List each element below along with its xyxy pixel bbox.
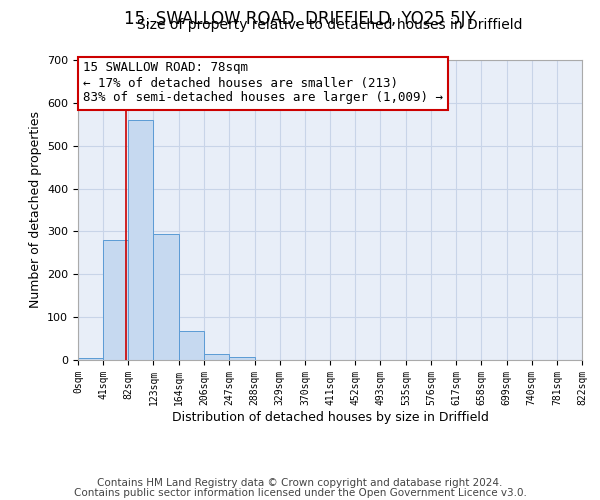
Bar bbox=[205, 354, 229, 360]
Y-axis label: Number of detached properties: Number of detached properties bbox=[29, 112, 41, 308]
Text: 15 SWALLOW ROAD: 78sqm
← 17% of detached houses are smaller (213)
83% of semi-de: 15 SWALLOW ROAD: 78sqm ← 17% of detached… bbox=[83, 62, 443, 104]
Bar bbox=[103, 240, 128, 360]
X-axis label: Distribution of detached houses by size in Driffield: Distribution of detached houses by size … bbox=[172, 410, 488, 424]
Bar bbox=[154, 234, 179, 360]
Bar bbox=[179, 331, 203, 360]
Bar bbox=[78, 358, 103, 360]
Text: Contains public sector information licensed under the Open Government Licence v3: Contains public sector information licen… bbox=[74, 488, 526, 498]
Title: Size of property relative to detached houses in Driffield: Size of property relative to detached ho… bbox=[137, 18, 523, 32]
Text: 15, SWALLOW ROAD, DRIFFIELD, YO25 5JY: 15, SWALLOW ROAD, DRIFFIELD, YO25 5JY bbox=[124, 10, 476, 28]
Text: Contains HM Land Registry data © Crown copyright and database right 2024.: Contains HM Land Registry data © Crown c… bbox=[97, 478, 503, 488]
Bar bbox=[128, 120, 154, 360]
Bar bbox=[229, 356, 254, 360]
